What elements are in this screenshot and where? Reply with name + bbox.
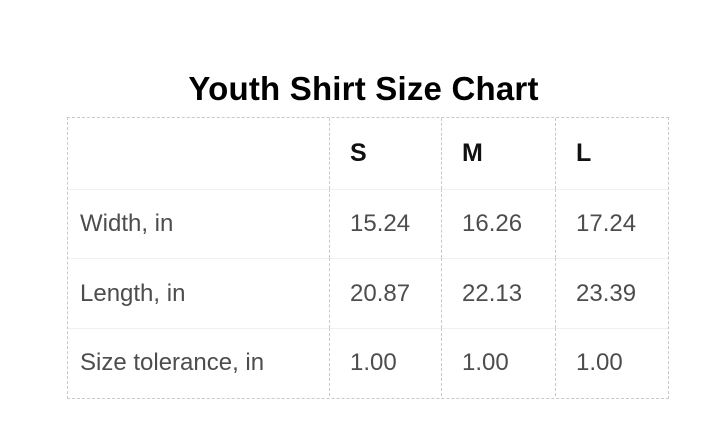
corner-header-cell [68, 118, 330, 189]
size-chart-table: S M L Width, in 15.24 16.26 17.24 Length… [67, 117, 669, 399]
column-header-s: S [330, 118, 442, 189]
cell-length-l: 23.39 [556, 258, 668, 328]
row-label-width: Width, in [68, 189, 330, 258]
column-header-l: L [576, 139, 592, 167]
cell-width-s: 15.24 [330, 189, 442, 258]
cell-tolerance-m: 1.00 [442, 328, 556, 396]
cell-tolerance-s: 1.00 [330, 328, 442, 396]
row-label-size-tolerance: Size tolerance, in [68, 328, 330, 396]
column-header-m: M [442, 118, 556, 189]
cell-length-m: 22.13 [442, 258, 556, 328]
cell-tolerance-l: 1.00 [556, 328, 668, 396]
cell-width-l: 17.24 [556, 189, 668, 258]
row-label-length: Length, in [68, 258, 330, 328]
cell-length-s: 20.87 [330, 258, 442, 328]
cell-width-m: 16.26 [442, 189, 556, 258]
page-title: Youth Shirt Size Chart [188, 70, 539, 108]
